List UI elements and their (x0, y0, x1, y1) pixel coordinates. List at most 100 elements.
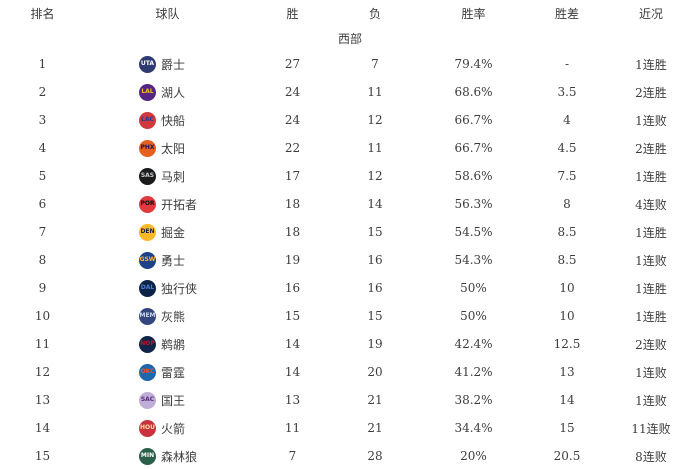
rank-cell: 2 (38, 85, 47, 99)
table-row: 11 NOP 鹈鹕 14 19 42.4% 12.5 2连败 (0, 330, 700, 358)
team-name: 鹈鹕 (161, 337, 186, 352)
column-header-recent-form: 近况 (638, 6, 663, 21)
losses-cell: 21 (367, 421, 383, 435)
games-behind-cell: 8.5 (557, 253, 577, 267)
rank-cell: 9 (38, 281, 47, 295)
team-cell: OKC 雷霆 (85, 358, 250, 386)
recent-form-cell: 4连败 (635, 197, 667, 212)
win-pct-cell: 20% (460, 449, 487, 463)
team-cell: GSW 勇士 (85, 246, 250, 274)
recent-form-cell: 1连胜 (635, 57, 667, 72)
table-row: 14 HOU 火箭 11 21 34.4% 15 11连败 (0, 414, 700, 442)
team-name: 独行侠 (161, 281, 198, 296)
team-logo-icon: HOU (139, 419, 156, 437)
recent-form-cell: 1连败 (635, 113, 667, 128)
column-header-win-pct: 胜率 (461, 6, 486, 21)
wins-cell: 27 (284, 57, 301, 71)
column-header-games-behind: 胜差 (554, 6, 579, 21)
team-name: 雷霆 (161, 365, 186, 380)
table-row: 9 DAL 独行侠 16 16 50% 10 1连胜 (0, 274, 700, 302)
win-pct-cell: 54.5% (454, 225, 493, 239)
team-logo-icon: PHX (139, 139, 156, 157)
wins-cell: 22 (284, 141, 301, 155)
team-cell: NOP 鹈鹕 (85, 330, 250, 358)
losses-cell: 11 (367, 141, 383, 155)
win-pct-cell: 68.6% (454, 85, 493, 99)
team-logo-icon: GSW (139, 251, 156, 269)
team-logo-icon: LAC (139, 111, 156, 129)
wins-cell: 24 (284, 113, 301, 127)
rank-cell: 13 (34, 393, 51, 407)
table-row: 8 GSW 勇士 19 16 54.3% 8.5 1连败 (0, 246, 700, 274)
wins-cell: 11 (284, 421, 301, 435)
team-logo-icon: OKC (139, 363, 156, 381)
recent-form-cell: 1连胜 (635, 169, 667, 184)
games-behind-cell: 3.5 (557, 85, 577, 99)
team-cell: SAC 国王 (85, 386, 250, 414)
table-row: 6 POR 开拓者 18 14 56.3% 8 4连败 (0, 190, 700, 218)
team-name: 掘金 (161, 225, 186, 240)
losses-cell: 21 (367, 393, 383, 407)
games-behind-cell: 12.5 (553, 337, 581, 351)
win-pct-cell: 41.2% (454, 365, 493, 379)
wins-cell: 14 (284, 337, 301, 351)
table-row: 1 UTA 爵士 27 7 79.4% - 1连胜 (0, 50, 700, 78)
win-pct-cell: 54.3% (454, 253, 493, 267)
games-behind-cell: 14 (559, 393, 575, 407)
rank-cell: 7 (38, 225, 47, 239)
team-logo-icon: DEN (139, 223, 156, 241)
losses-cell: 12 (367, 113, 383, 127)
team-name: 马刺 (161, 169, 186, 184)
losses-cell: 19 (367, 337, 383, 351)
team-name: 快船 (161, 113, 186, 128)
win-pct-cell: 56.3% (454, 197, 493, 211)
win-pct-cell: 42.4% (454, 337, 493, 351)
win-pct-cell: 50% (460, 309, 487, 323)
rank-cell: 11 (34, 337, 51, 351)
team-name: 勇士 (161, 253, 186, 268)
recent-form-cell: 2连败 (635, 337, 667, 352)
team-cell: LAC 快船 (85, 106, 250, 134)
recent-form-cell: 1连败 (635, 365, 667, 380)
team-name: 火箭 (161, 421, 186, 436)
team-logo-icon: LAL (139, 83, 156, 101)
table-row: 3 LAC 快船 24 12 66.7% 4 1连败 (0, 106, 700, 134)
rank-cell: 1 (38, 57, 47, 71)
losses-cell: 15 (367, 225, 383, 239)
wins-cell: 19 (284, 253, 301, 267)
column-header-losses: 负 (368, 6, 381, 21)
wins-cell: 7 (288, 449, 297, 463)
losses-cell: 11 (367, 85, 383, 99)
team-logo-icon: POR (139, 195, 156, 213)
losses-cell: 15 (367, 309, 383, 323)
games-behind-cell: 8 (563, 197, 571, 211)
rank-cell: 4 (38, 141, 47, 155)
rank-cell: 12 (34, 365, 51, 379)
losses-cell: 28 (367, 449, 383, 463)
header-row: 排名 球队 胜 负 胜率 胜差 近况 (0, 0, 700, 26)
games-behind-cell: 20.5 (553, 449, 581, 463)
wins-cell: 17 (284, 169, 301, 183)
losses-cell: 12 (367, 169, 383, 183)
recent-form-cell: 2连胜 (635, 141, 667, 156)
team-logo-icon: MIN (139, 447, 156, 465)
rank-cell: 8 (38, 253, 47, 267)
team-logo-icon: DAL (139, 279, 156, 297)
recent-form-cell: 1连胜 (635, 225, 667, 240)
team-cell: DAL 独行侠 (85, 274, 250, 302)
recent-form-cell: 1连胜 (635, 309, 667, 324)
table-row: 2 LAL 湖人 24 11 68.6% 3.5 2连胜 (0, 78, 700, 106)
team-name: 灰熊 (161, 309, 186, 324)
win-pct-cell: 66.7% (454, 113, 493, 127)
recent-form-cell: 1连胜 (635, 281, 667, 296)
win-pct-cell: 38.2% (454, 393, 493, 407)
wins-cell: 13 (284, 393, 301, 407)
team-cell: HOU 火箭 (85, 414, 250, 442)
losses-cell: 7 (371, 57, 379, 71)
team-cell: POR 开拓者 (85, 190, 250, 218)
losses-cell: 16 (367, 253, 383, 267)
win-pct-cell: 58.6% (454, 169, 493, 183)
conference-label: 西部 (337, 31, 362, 46)
wins-cell: 15 (284, 309, 301, 323)
rank-cell: 5 (38, 169, 47, 183)
